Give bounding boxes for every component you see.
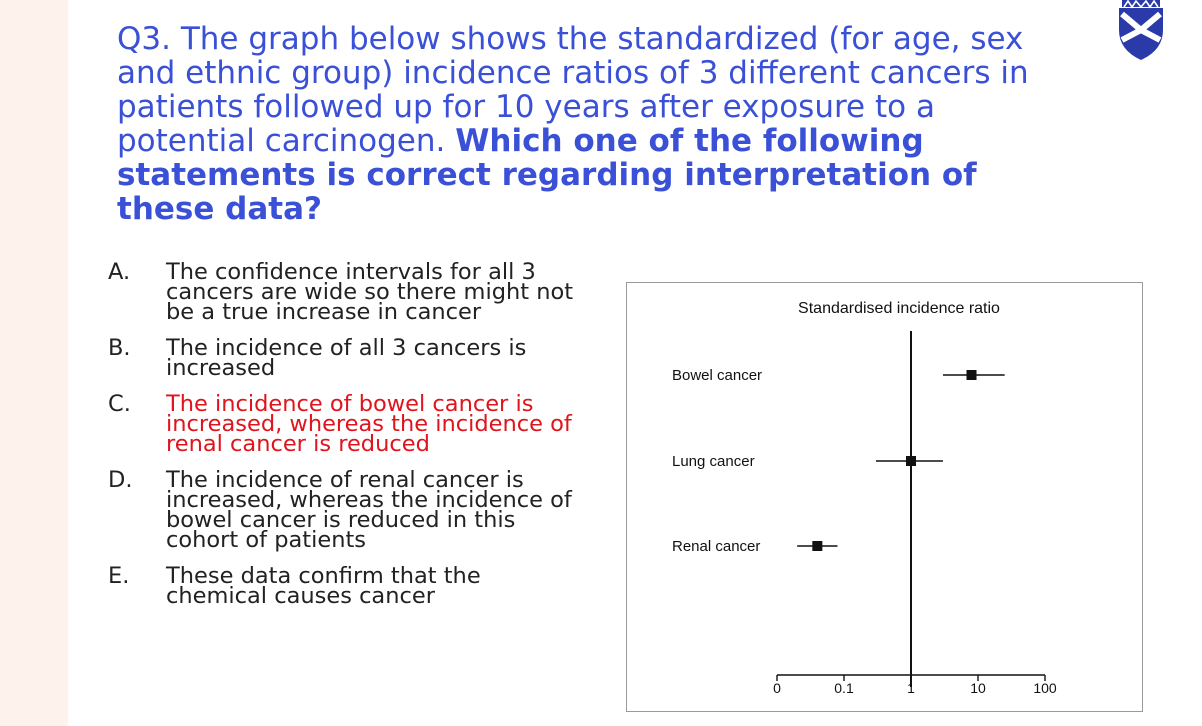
x-tick-label: 0.1 [834,680,854,696]
option-d[interactable]: D. The incidence of renal cancer is incre… [108,467,578,553]
x-tick-label: 0 [773,680,781,696]
option-c[interactable]: C. The incidence of bowel cancer is incre… [108,391,578,457]
option-text: The incidence of all 3 cancers is increa… [166,335,527,381]
option-letter: D. [108,467,133,493]
option-text: The confidence intervals for all 3 cance… [166,259,574,325]
point-estimate [906,456,916,466]
x-tick-label: 100 [1033,680,1057,696]
university-crest-icon [1119,0,1163,60]
question-prefix: Q3. The graph below shows the standardiz… [117,21,1029,159]
option-letter: B. [108,335,131,361]
point-estimate [812,541,823,551]
category-label: Lung cancer [672,453,755,470]
question-text: Q3. The graph below shows the standardiz… [117,22,1077,226]
option-e[interactable]: E. These data confirm that the chemical c… [108,563,578,609]
x-tick-label: 10 [970,680,986,696]
category-label: Bowel cancer [672,367,762,384]
question-bold: Which one of the following statements is… [117,123,977,227]
category-label: Renal cancer [672,538,760,555]
option-letter: E. [108,563,130,589]
point-estimate [966,370,977,380]
option-text: The incidence of bowel cancer is increas… [166,391,572,457]
left-margin-strip [0,0,68,726]
option-a[interactable]: A. The confidence intervals for all 3 can… [108,259,578,325]
forest-plot: Standardised incidence ratio 0 0.1 1 10 100 Bo… [626,282,1143,712]
forest-plot-svg: Standardised incidence ratio 0 0.1 1 10 100 Bo… [672,300,1057,696]
option-text: These data confirm that the chemical cau… [166,563,481,609]
chart-title: Standardised incidence ratio [798,300,1000,317]
option-letter: C. [108,391,131,417]
x-tick-label: 1 [907,680,915,696]
option-text: The incidence of renal cancer is increas… [166,467,572,553]
option-b[interactable]: B. The incidence of all 3 cancers is incr… [108,335,578,381]
option-letter: A. [108,259,131,285]
answer-options: A. The confidence intervals for all 3 can… [108,259,578,622]
